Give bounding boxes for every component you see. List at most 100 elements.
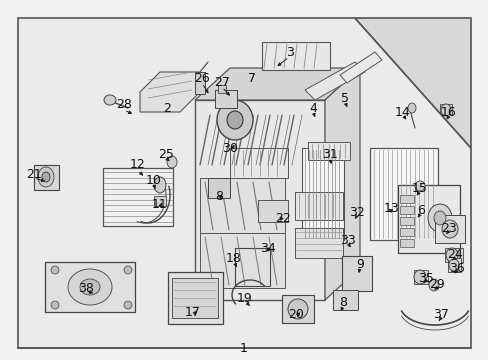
Ellipse shape [42,172,50,182]
Bar [302,148,343,240]
Ellipse shape [448,259,458,271]
Ellipse shape [124,266,132,274]
Ellipse shape [167,156,177,168]
Bar [399,228,413,236]
Text: 15: 15 [411,181,427,194]
Bar [399,239,413,247]
Bar [172,278,218,318]
Text: 20: 20 [287,307,304,320]
Text: 22: 22 [275,211,290,225]
Text: 5: 5 [340,91,348,104]
Bar [200,178,285,233]
Text: 16: 16 [440,107,456,120]
Text: 10: 10 [146,174,162,186]
Ellipse shape [287,299,307,319]
Ellipse shape [38,167,54,187]
Bar [332,290,357,310]
Text: 23: 23 [440,221,456,234]
Text: 8: 8 [215,189,223,202]
Bar [195,100,325,300]
Bar [341,256,371,291]
Text: 19: 19 [237,292,252,305]
Text: 9: 9 [355,258,363,271]
Bar [399,195,413,203]
Ellipse shape [51,266,59,274]
Ellipse shape [427,204,451,232]
Bar [229,148,287,178]
Text: 14: 14 [394,105,410,118]
Text: 24: 24 [446,248,462,261]
Ellipse shape [440,104,450,116]
Polygon shape [140,72,200,112]
Bar [258,200,287,222]
Ellipse shape [413,270,425,284]
Ellipse shape [154,177,165,193]
Bar [447,258,460,272]
Text: 4: 4 [308,102,316,114]
Bar [207,178,229,198]
Polygon shape [339,52,381,83]
Text: 13: 13 [384,202,399,215]
Text: 2: 2 [163,102,171,114]
Ellipse shape [441,220,457,238]
Text: 33: 33 [340,234,355,247]
Bar [369,148,437,240]
Text: 1: 1 [240,342,247,355]
Ellipse shape [226,111,243,129]
Ellipse shape [433,211,445,225]
Bar [218,85,225,93]
Ellipse shape [414,181,424,191]
Bar [434,215,464,243]
Ellipse shape [124,301,132,309]
Polygon shape [305,62,364,100]
Bar [282,295,313,323]
Text: 36: 36 [448,261,464,274]
Bar [103,168,173,226]
Text: 27: 27 [214,76,229,89]
Polygon shape [195,68,359,100]
Text: 7: 7 [247,72,256,85]
Bar [439,104,451,114]
Bar [294,192,342,220]
Ellipse shape [407,103,415,113]
Bar [195,72,204,94]
Ellipse shape [51,301,59,309]
Ellipse shape [68,269,112,305]
Ellipse shape [80,279,100,295]
Bar [444,248,462,262]
Bar [294,228,342,258]
Text: 28: 28 [116,99,132,112]
Text: 6: 6 [416,203,424,216]
Bar [307,142,349,160]
Bar [413,270,427,284]
Bar [200,233,285,288]
Text: 25: 25 [158,148,174,162]
Bar [168,272,223,324]
Text: 18: 18 [225,252,242,265]
Bar [235,248,269,286]
Bar [154,196,165,206]
Text: 8: 8 [338,297,346,310]
Text: 37: 37 [432,309,448,321]
Text: 29: 29 [428,279,444,292]
Text: 31: 31 [322,148,337,162]
Ellipse shape [104,95,116,105]
Text: 12: 12 [130,158,145,171]
Text: 38: 38 [78,282,94,294]
Bar [262,42,329,70]
Ellipse shape [217,100,252,140]
Bar [399,217,413,225]
Text: 32: 32 [348,206,364,219]
Bar [45,262,135,312]
Text: 11: 11 [152,198,167,211]
Polygon shape [18,18,470,348]
Text: 3: 3 [285,45,293,58]
Text: 21: 21 [26,168,42,181]
Bar [399,206,413,214]
Polygon shape [354,18,470,148]
Bar [397,185,459,253]
Text: 26: 26 [194,72,209,85]
Polygon shape [325,68,359,300]
Text: 17: 17 [184,306,201,320]
Ellipse shape [428,279,438,291]
